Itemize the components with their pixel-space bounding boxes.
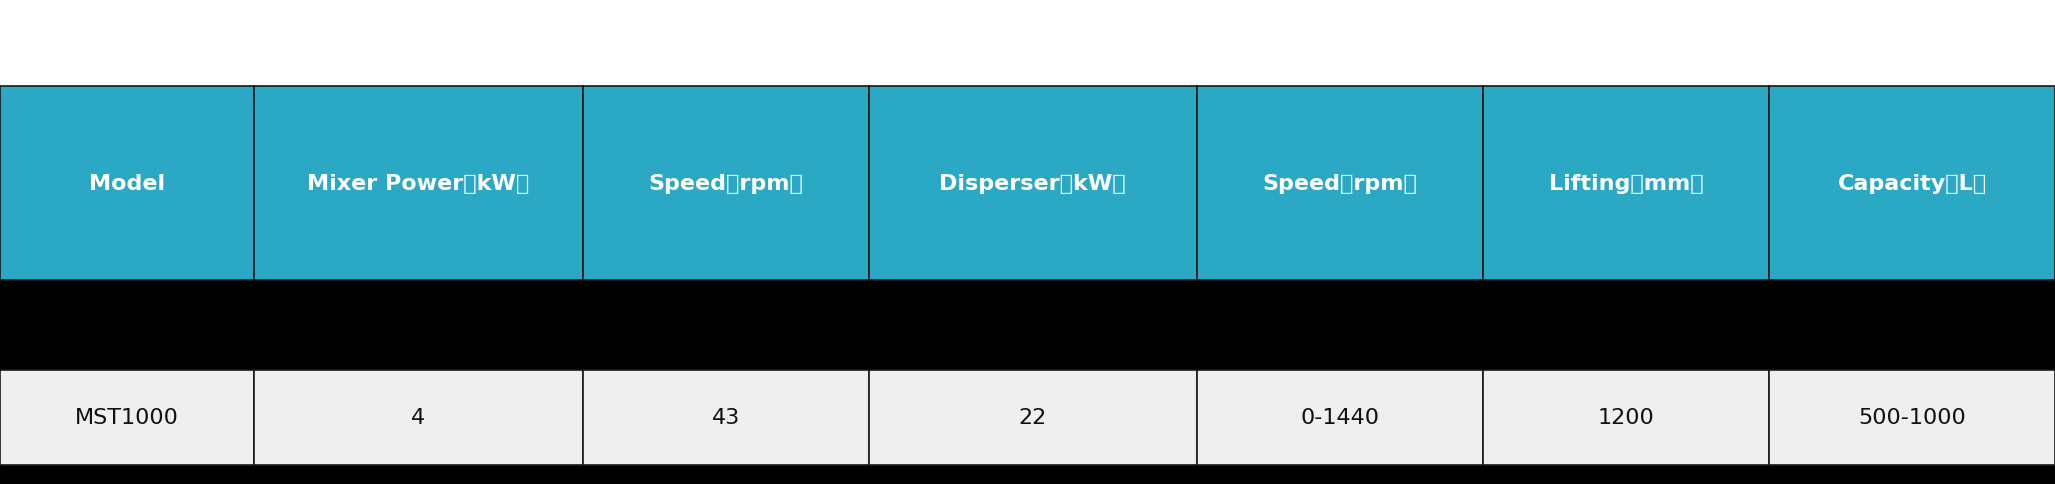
Bar — [1484, 87, 1769, 281]
Text: 500-1000: 500-1000 — [1858, 408, 1967, 427]
Text: 0-1440: 0-1440 — [1301, 408, 1379, 427]
Text: MST1000: MST1000 — [76, 408, 179, 427]
Bar — [1769, 370, 2055, 465]
Text: 1200: 1200 — [1597, 408, 1654, 427]
Bar — [869, 87, 1196, 281]
Bar — [0, 370, 255, 465]
Bar — [584, 87, 869, 281]
Bar — [255, 87, 584, 281]
Bar — [869, 370, 1196, 465]
Bar — [1769, 87, 2055, 281]
Bar — [1196, 370, 1484, 465]
Bar — [1484, 370, 1769, 465]
Bar — [0, 87, 255, 281]
Text: 22: 22 — [1019, 408, 1046, 427]
Text: 43: 43 — [711, 408, 740, 427]
Bar — [1196, 87, 1484, 281]
Text: Model: Model — [88, 174, 164, 194]
Text: Lifting（mm）: Lifting（mm） — [1549, 174, 1704, 194]
Text: Mixer Power（kW）: Mixer Power（kW） — [308, 174, 530, 194]
Bar — [584, 370, 869, 465]
Text: Speed（rpm）: Speed（rpm） — [1262, 174, 1418, 194]
Text: Capacity（L）: Capacity（L） — [1837, 174, 1987, 194]
Bar — [255, 370, 584, 465]
Text: Disperser（kW）: Disperser（kW） — [939, 174, 1126, 194]
Bar — [0, 0, 2055, 87]
Text: Speed（rpm）: Speed（rpm） — [647, 174, 804, 194]
Text: 4: 4 — [411, 408, 425, 427]
